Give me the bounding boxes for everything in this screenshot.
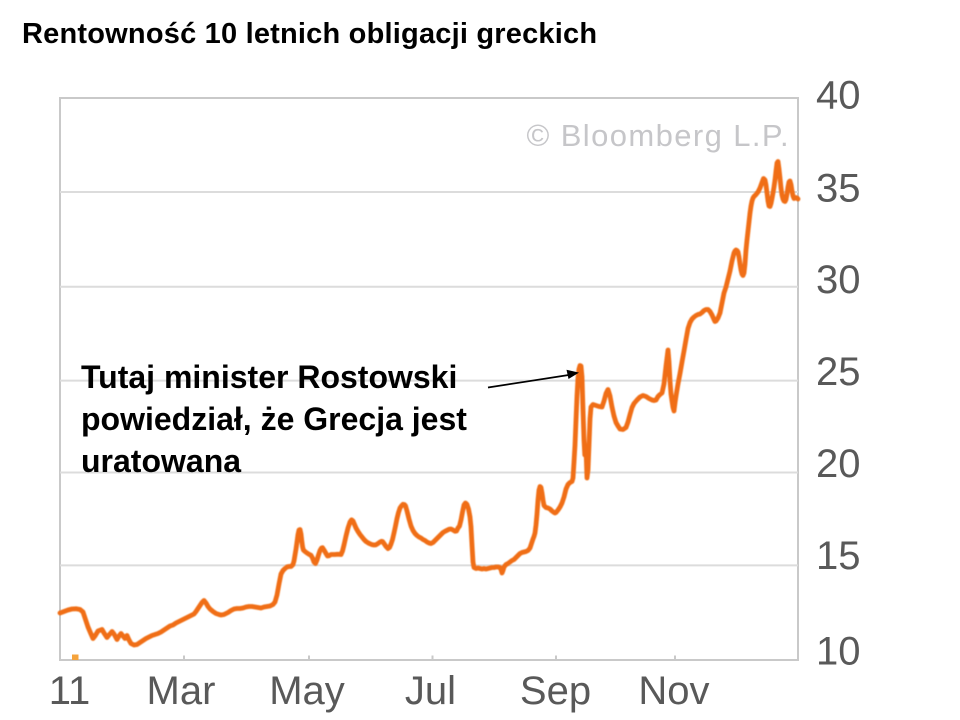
svg-text:May: May	[269, 669, 345, 713]
svg-text:Nov: Nov	[638, 669, 709, 713]
svg-text:Mar: Mar	[147, 669, 216, 713]
svg-text:© Bloomberg L.P.: © Bloomberg L.P.	[526, 118, 790, 153]
svg-text:15: 15	[816, 534, 861, 578]
svg-text:40: 40	[816, 74, 861, 118]
svg-text:30: 30	[816, 258, 861, 302]
svg-text:25: 25	[816, 350, 861, 394]
svg-text:Jul: Jul	[405, 669, 456, 713]
svg-text:10: 10	[816, 630, 861, 674]
svg-text:35: 35	[816, 167, 861, 211]
svg-text:20: 20	[816, 442, 861, 486]
svg-text:11: 11	[49, 669, 91, 713]
svg-text:Sep: Sep	[520, 669, 591, 713]
